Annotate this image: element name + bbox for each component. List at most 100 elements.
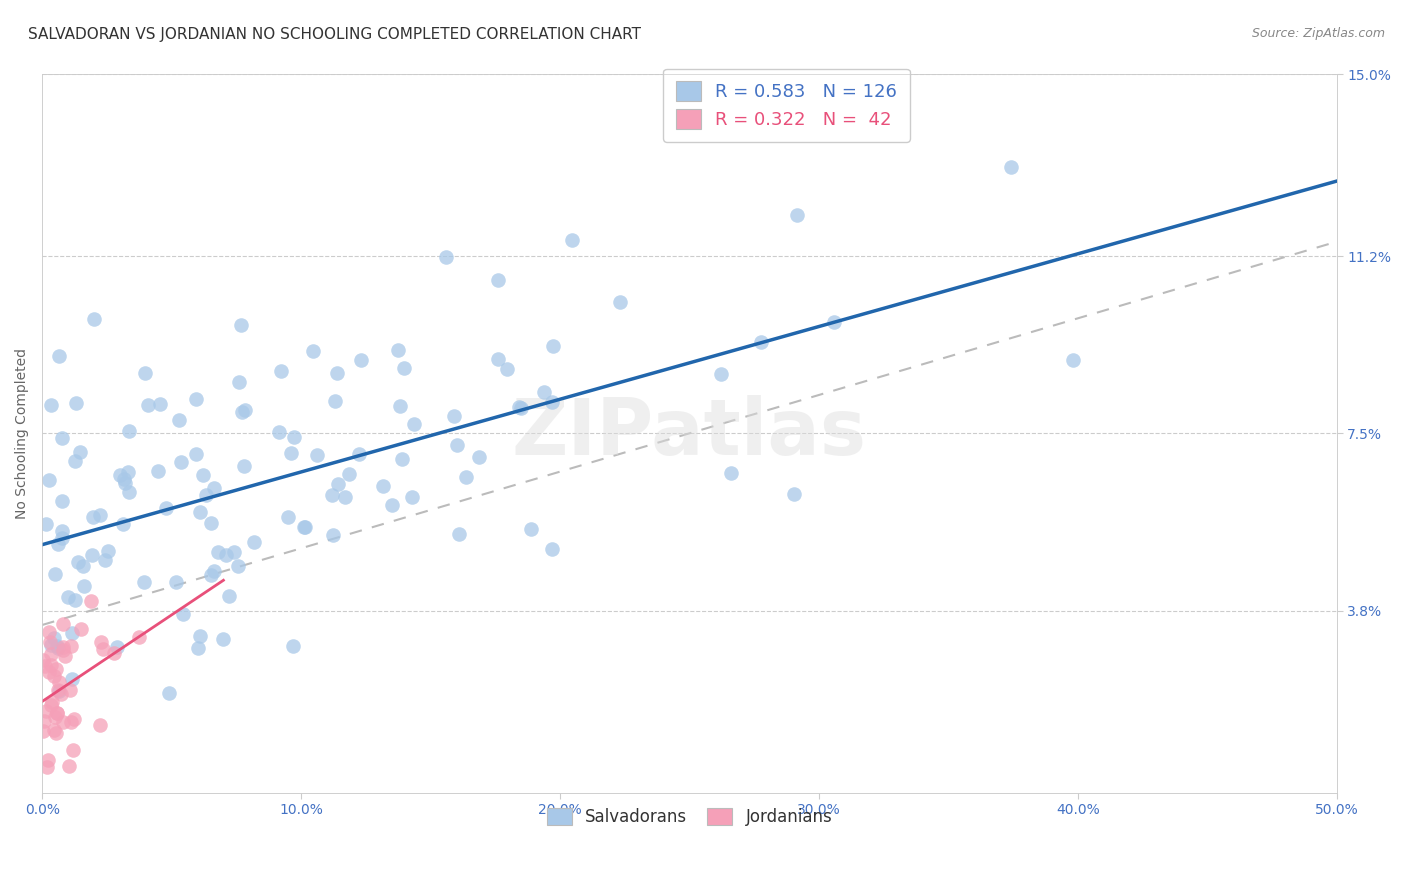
- Point: [302, 344, 325, 359]
- Point: [508, 400, 530, 414]
- Point: [60, 625, 83, 640]
- Point: [37, 753, 59, 767]
- Point: [32, 652, 55, 666]
- Point: [39, 638, 62, 652]
- Point: [38, 625, 60, 640]
- Point: [63, 453, 86, 467]
- Point: [294, 520, 316, 534]
- Point: [387, 343, 409, 357]
- Point: [51, 494, 73, 508]
- Point: [321, 488, 343, 502]
- Point: [52, 714, 75, 729]
- Point: [190, 505, 212, 519]
- Point: [720, 467, 742, 481]
- Point: [46, 683, 69, 698]
- Point: [326, 366, 349, 380]
- Point: [69, 445, 91, 459]
- Point: [89, 508, 111, 522]
- Point: [46, 706, 69, 720]
- Point: [79, 594, 101, 608]
- Point: [443, 409, 465, 423]
- Point: [111, 517, 134, 532]
- Point: [60, 640, 83, 654]
- Point: [349, 447, 371, 461]
- Point: [533, 384, 555, 399]
- Point: [170, 455, 193, 469]
- Point: [783, 486, 806, 500]
- Point: [89, 718, 111, 732]
- Point: [44, 566, 66, 581]
- Point: [49, 687, 72, 701]
- Point: [39, 657, 62, 672]
- Point: [446, 438, 468, 452]
- Point: [561, 233, 583, 247]
- Point: [48, 674, 70, 689]
- Point: [72, 559, 94, 574]
- Point: [323, 394, 346, 409]
- Point: [786, 208, 808, 222]
- Point: [456, 469, 478, 483]
- Point: [60, 714, 83, 729]
- Point: [108, 468, 131, 483]
- Point: [226, 558, 249, 573]
- Point: [540, 541, 562, 556]
- Point: [294, 519, 316, 533]
- Point: [39, 635, 62, 649]
- Point: [103, 646, 125, 660]
- Point: [48, 349, 70, 363]
- Point: [128, 631, 150, 645]
- Point: [402, 417, 425, 431]
- Point: [609, 295, 631, 310]
- Point: [468, 450, 491, 464]
- Point: [447, 527, 470, 541]
- Point: [496, 362, 519, 376]
- Point: [53, 648, 76, 663]
- Point: [132, 575, 155, 590]
- Point: [281, 639, 304, 653]
- Point: [541, 339, 564, 353]
- Point: [270, 364, 292, 378]
- Point: [51, 643, 73, 657]
- Point: [67, 555, 90, 569]
- Point: [191, 467, 214, 482]
- Point: [187, 640, 209, 655]
- Point: [41, 695, 63, 709]
- Point: [349, 352, 371, 367]
- Point: [228, 376, 250, 390]
- Point: [823, 315, 845, 329]
- Y-axis label: No Schooling Completed: No Schooling Completed: [15, 348, 30, 519]
- Point: [94, 553, 117, 567]
- Point: [541, 394, 564, 409]
- Point: [60, 672, 83, 686]
- Point: [307, 448, 329, 462]
- Point: [749, 334, 772, 349]
- Point: [194, 488, 217, 502]
- Point: [1062, 352, 1084, 367]
- Point: [202, 564, 225, 578]
- Point: [59, 682, 82, 697]
- Point: [165, 575, 187, 590]
- Point: [486, 351, 509, 366]
- Point: [62, 743, 84, 757]
- Point: [44, 710, 66, 724]
- Point: [381, 499, 404, 513]
- Point: [44, 723, 66, 738]
- Point: [231, 405, 253, 419]
- Point: [118, 484, 141, 499]
- Point: [41, 398, 63, 412]
- Text: ZIPatlas: ZIPatlas: [512, 395, 868, 471]
- Point: [184, 392, 207, 407]
- Point: [190, 629, 212, 643]
- Point: [34, 659, 56, 673]
- Point: [394, 360, 416, 375]
- Point: [73, 579, 96, 593]
- Point: [243, 535, 266, 549]
- Point: [233, 402, 256, 417]
- Point: [45, 662, 67, 676]
- Point: [52, 640, 75, 655]
- Point: [486, 273, 509, 287]
- Point: [90, 635, 112, 649]
- Point: [39, 698, 62, 713]
- Point: [134, 367, 156, 381]
- Point: [63, 712, 86, 726]
